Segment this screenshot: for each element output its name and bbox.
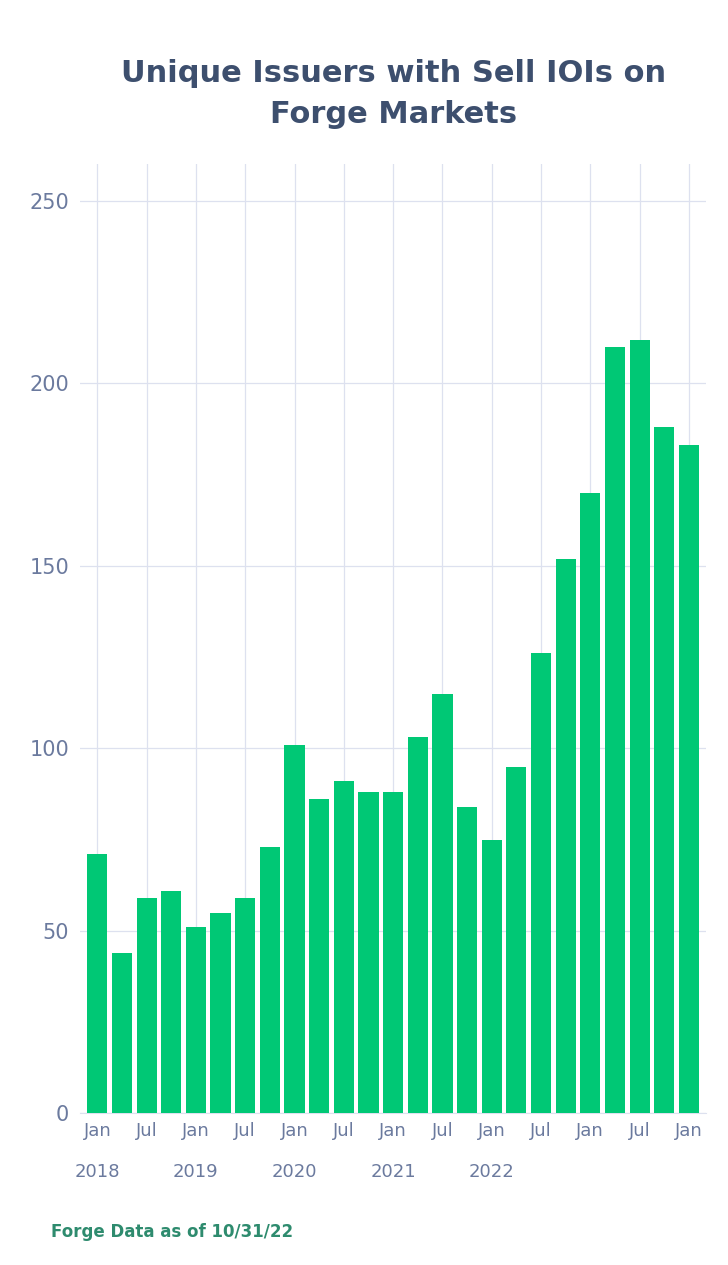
- Text: 2021: 2021: [371, 1164, 416, 1182]
- Bar: [630, 339, 649, 1113]
- Bar: [210, 912, 231, 1113]
- Bar: [580, 493, 601, 1113]
- Bar: [678, 445, 699, 1113]
- Bar: [186, 927, 206, 1113]
- Bar: [260, 846, 280, 1113]
- Bar: [358, 792, 379, 1113]
- Bar: [285, 745, 304, 1113]
- Bar: [161, 891, 181, 1113]
- Bar: [112, 953, 132, 1113]
- Bar: [383, 792, 403, 1113]
- Bar: [482, 840, 502, 1113]
- Bar: [654, 428, 674, 1113]
- Bar: [432, 693, 453, 1113]
- Bar: [408, 737, 428, 1113]
- Text: 2022: 2022: [469, 1164, 515, 1182]
- Bar: [87, 854, 108, 1113]
- Text: Forge Data as of 10/31/22: Forge Data as of 10/31/22: [51, 1223, 293, 1241]
- Text: 2020: 2020: [272, 1164, 317, 1182]
- Bar: [555, 559, 576, 1113]
- Title: Unique Issuers with Sell IOIs on
Forge Markets: Unique Issuers with Sell IOIs on Forge M…: [121, 59, 665, 129]
- Bar: [506, 767, 526, 1113]
- Text: 2018: 2018: [74, 1164, 120, 1182]
- Bar: [457, 807, 477, 1113]
- Text: 2019: 2019: [173, 1164, 218, 1182]
- Bar: [605, 347, 625, 1113]
- Bar: [309, 799, 329, 1113]
- Bar: [531, 654, 551, 1113]
- Bar: [235, 898, 256, 1113]
- Bar: [333, 782, 354, 1113]
- Bar: [137, 898, 157, 1113]
